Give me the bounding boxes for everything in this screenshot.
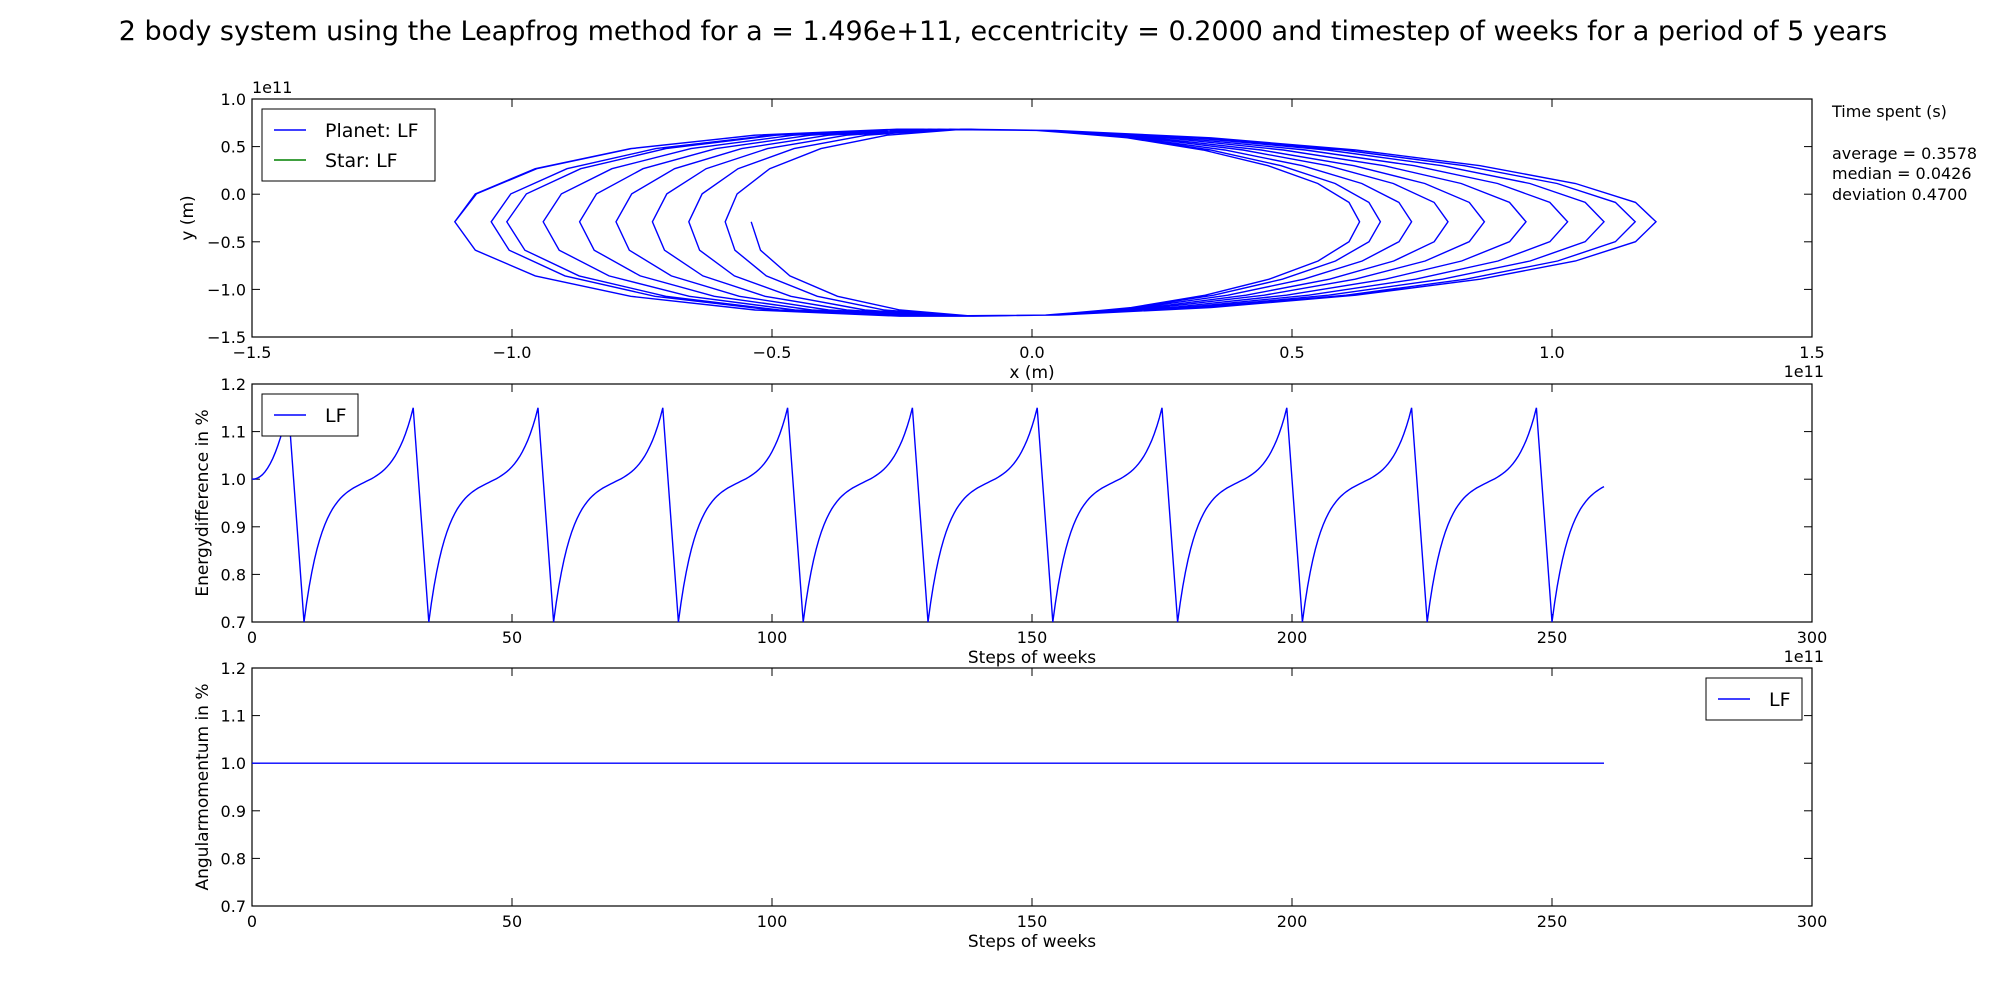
y-axis-label: Angularmomentum in % bbox=[193, 683, 213, 890]
x-tick-label: 100 bbox=[757, 912, 788, 931]
x-tick-label: 1.0 bbox=[1539, 343, 1564, 362]
x-tick-label: 1.5 bbox=[1799, 343, 1824, 362]
energy-line bbox=[251, 407, 1605, 623]
x-tick-label: 300 bbox=[1797, 912, 1828, 931]
y-tick-label: 1.0 bbox=[221, 90, 246, 109]
y-tick-label: 1.0 bbox=[221, 754, 246, 773]
x-axis-label: Steps of weeks bbox=[968, 932, 1096, 952]
x-tick-label: 200 bbox=[1277, 628, 1308, 647]
x-axis-label: x (m) bbox=[1009, 363, 1054, 383]
y-tick-label: 0.0 bbox=[221, 185, 246, 204]
planet-orbit-line bbox=[453, 128, 1658, 317]
x-tick-label: 300 bbox=[1797, 628, 1828, 647]
y-tick-label: −0.5 bbox=[207, 233, 246, 252]
plot-frame bbox=[251, 98, 1813, 338]
plot-frame bbox=[251, 383, 1813, 623]
y-tick-label: 1.2 bbox=[221, 375, 246, 394]
x-tick-label: 0 bbox=[247, 912, 257, 931]
y-tick-label: 0.9 bbox=[221, 802, 246, 821]
stats-heading: Time spent (s) bbox=[1831, 102, 1947, 121]
x-tick-label: 150 bbox=[1017, 628, 1048, 647]
y-tick-label: 0.8 bbox=[221, 849, 246, 868]
legend-label: Planet: LF bbox=[325, 120, 419, 142]
y-tick-label: −1.0 bbox=[207, 280, 246, 299]
legend-label: Star: LF bbox=[325, 150, 398, 172]
legend-label: LF bbox=[325, 405, 347, 427]
y-tick-label: 0.8 bbox=[221, 565, 246, 584]
x-tick-label: 0.0 bbox=[1019, 343, 1044, 362]
legend-label: LF bbox=[1769, 689, 1791, 711]
orbit-panel: −1.5 −1.0 −0.5 0.0 0.5 1.0 1.5 −1.5 −1.0 −0.5 0.0 0… bbox=[178, 78, 1825, 383]
x-tick-label: 0.5 bbox=[1279, 343, 1304, 362]
legend: Planet: LF Star: LF bbox=[261, 108, 436, 182]
x-tick-label: −1.5 bbox=[233, 343, 272, 362]
figure-title: 2 body system using the Leapfrog method … bbox=[119, 16, 1887, 47]
x-tick-label: 100 bbox=[757, 628, 788, 647]
legend: LF bbox=[261, 393, 359, 437]
y-tick-label: −1.5 bbox=[207, 328, 246, 347]
stats-average: average = 0.3578 bbox=[1832, 144, 1977, 163]
y-tick-label: 0.7 bbox=[221, 613, 246, 632]
y-tick-label: 0.7 bbox=[221, 897, 246, 916]
x-tick-label: 200 bbox=[1277, 912, 1308, 931]
legend: LF bbox=[1705, 677, 1803, 721]
x-offset-label: 1e11 bbox=[1784, 362, 1824, 381]
x-tick-label: −0.5 bbox=[753, 343, 792, 362]
x-tick-label: 50 bbox=[502, 912, 522, 931]
time-stats: Time spent (s) average = 0.3578 median =… bbox=[1831, 102, 1977, 204]
y-offset-label: 1e11 bbox=[252, 78, 292, 97]
y-axis-label: y (m) bbox=[178, 195, 198, 240]
y-tick-label: 1.1 bbox=[221, 423, 246, 442]
y-tick-label: 1.2 bbox=[221, 659, 246, 678]
stats-median: median = 0.0426 bbox=[1832, 164, 1972, 183]
plot-frame bbox=[251, 667, 1813, 907]
energy-panel: 0 50 100 150 200 250 300 0.7 0.8 0.9 1.0 1.1 1.2 Step… bbox=[193, 375, 1827, 668]
y-tick-label: 0.5 bbox=[221, 138, 246, 157]
stats-deviation: deviation 0.4700 bbox=[1832, 185, 1967, 204]
legend-box bbox=[261, 108, 436, 182]
y-tick-label: 1.1 bbox=[221, 707, 246, 726]
x-tick-label: 0 bbox=[247, 628, 257, 647]
x-tick-label: −1.0 bbox=[493, 343, 532, 362]
x-offset-label: 1e11 bbox=[1784, 647, 1824, 666]
x-tick-label: 50 bbox=[502, 628, 522, 647]
x-axis-label: Steps of weeks bbox=[968, 648, 1096, 668]
y-tick-label: 0.9 bbox=[221, 518, 246, 537]
y-tick-label: 1.0 bbox=[221, 470, 246, 489]
x-tick-label: 250 bbox=[1537, 912, 1568, 931]
angular-momentum-panel: 0 50 100 150 200 250 300 0.7 0.8 0.9 1.0 1.1 1.2 Step… bbox=[193, 659, 1827, 952]
x-tick-label: 150 bbox=[1017, 912, 1048, 931]
x-tick-label: 250 bbox=[1537, 628, 1568, 647]
y-axis-label: Energydifference in % bbox=[193, 409, 213, 596]
